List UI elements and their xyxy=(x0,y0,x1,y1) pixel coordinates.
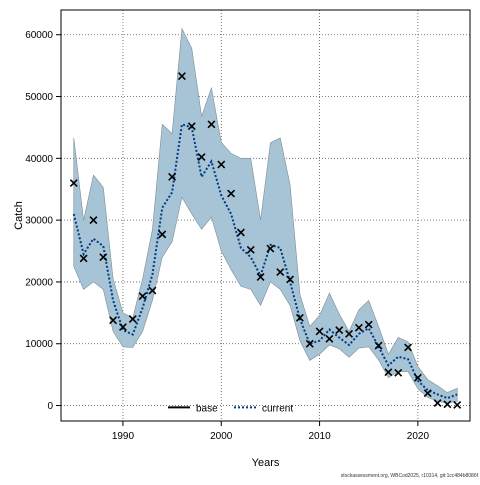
observed-catch-marker xyxy=(295,313,304,322)
observed-catch-marker xyxy=(227,189,236,198)
observed-catch-marker xyxy=(256,273,265,281)
y-tick-label: 20000 xyxy=(25,277,53,288)
axis-ticks: 1990 2000 2010 2020 0 10000 20000 30000 40000 500… xyxy=(25,30,429,442)
observed-catch-marker xyxy=(187,122,196,131)
legend-label-base: base xyxy=(196,403,218,414)
observed-catch-marker xyxy=(286,275,295,284)
observed-catch-marker xyxy=(236,228,245,237)
observed-catch-marker xyxy=(138,292,147,301)
observed-catch-marker xyxy=(79,254,88,263)
observed-catch-markers xyxy=(69,72,462,409)
legend-label-current: current xyxy=(262,403,293,414)
observed-catch-marker xyxy=(177,72,186,81)
y-axis-title: Catch xyxy=(13,201,25,230)
observed-catch-marker xyxy=(168,172,177,181)
observed-catch-marker xyxy=(404,343,413,352)
confidence-band xyxy=(73,27,458,404)
observed-catch-marker xyxy=(118,323,127,332)
observed-catch-marker xyxy=(364,320,373,329)
observed-catch-marker xyxy=(423,389,432,398)
observed-catch-marker xyxy=(453,400,462,409)
observed-catch-marker xyxy=(413,373,422,382)
y-tick-label: 40000 xyxy=(25,154,53,165)
series-line-current xyxy=(72,123,458,400)
chart-footnote: stockassessment.org, WBCod2025, r10314, … xyxy=(341,473,479,479)
x-axis-title: Years xyxy=(252,457,280,469)
observed-catch-marker xyxy=(197,153,206,162)
x-tick-label: 2000 xyxy=(210,431,233,442)
x-tick-label: 2020 xyxy=(407,431,430,442)
series-layer xyxy=(72,123,458,400)
observed-catch-marker xyxy=(148,286,157,295)
observed-catch-marker xyxy=(99,253,108,262)
y-tick-label: 0 xyxy=(47,401,53,412)
y-tick-label: 30000 xyxy=(25,216,53,227)
observed-catch-marker xyxy=(109,316,118,325)
observed-catch-marker xyxy=(158,230,167,239)
observed-catch-marker xyxy=(207,120,216,129)
observed-catch-marker xyxy=(384,368,393,377)
y-tick-label: 60000 xyxy=(25,30,53,41)
observed-catch-marker xyxy=(69,179,78,188)
observed-catch-marker xyxy=(128,315,137,323)
observed-catch-marker xyxy=(315,327,324,336)
observed-catch-marker xyxy=(433,399,442,408)
observed-catch-marker xyxy=(345,329,354,338)
y-tick-label: 10000 xyxy=(25,339,53,350)
observed-catch-marker xyxy=(276,268,285,277)
x-tick-label: 2010 xyxy=(308,431,331,442)
observed-catch-marker xyxy=(305,339,314,348)
observed-catch-marker xyxy=(89,216,98,225)
observed-catch-marker xyxy=(335,326,344,335)
legend: base current xyxy=(168,403,293,414)
observed-catch-marker xyxy=(394,368,403,377)
observed-catch-marker xyxy=(443,400,452,409)
observed-catch-marker xyxy=(325,334,334,343)
observed-catch-marker xyxy=(246,245,255,254)
plot-frame xyxy=(60,9,471,422)
observed-catch-marker xyxy=(354,323,363,332)
observed-catch-marker xyxy=(266,244,275,253)
x-tick-label: 1990 xyxy=(112,431,135,442)
observed-catch-marker xyxy=(374,341,383,350)
observed-catch-marker xyxy=(217,160,226,169)
y-tick-label: 50000 xyxy=(25,92,53,103)
confidence-band-layer xyxy=(73,27,458,404)
